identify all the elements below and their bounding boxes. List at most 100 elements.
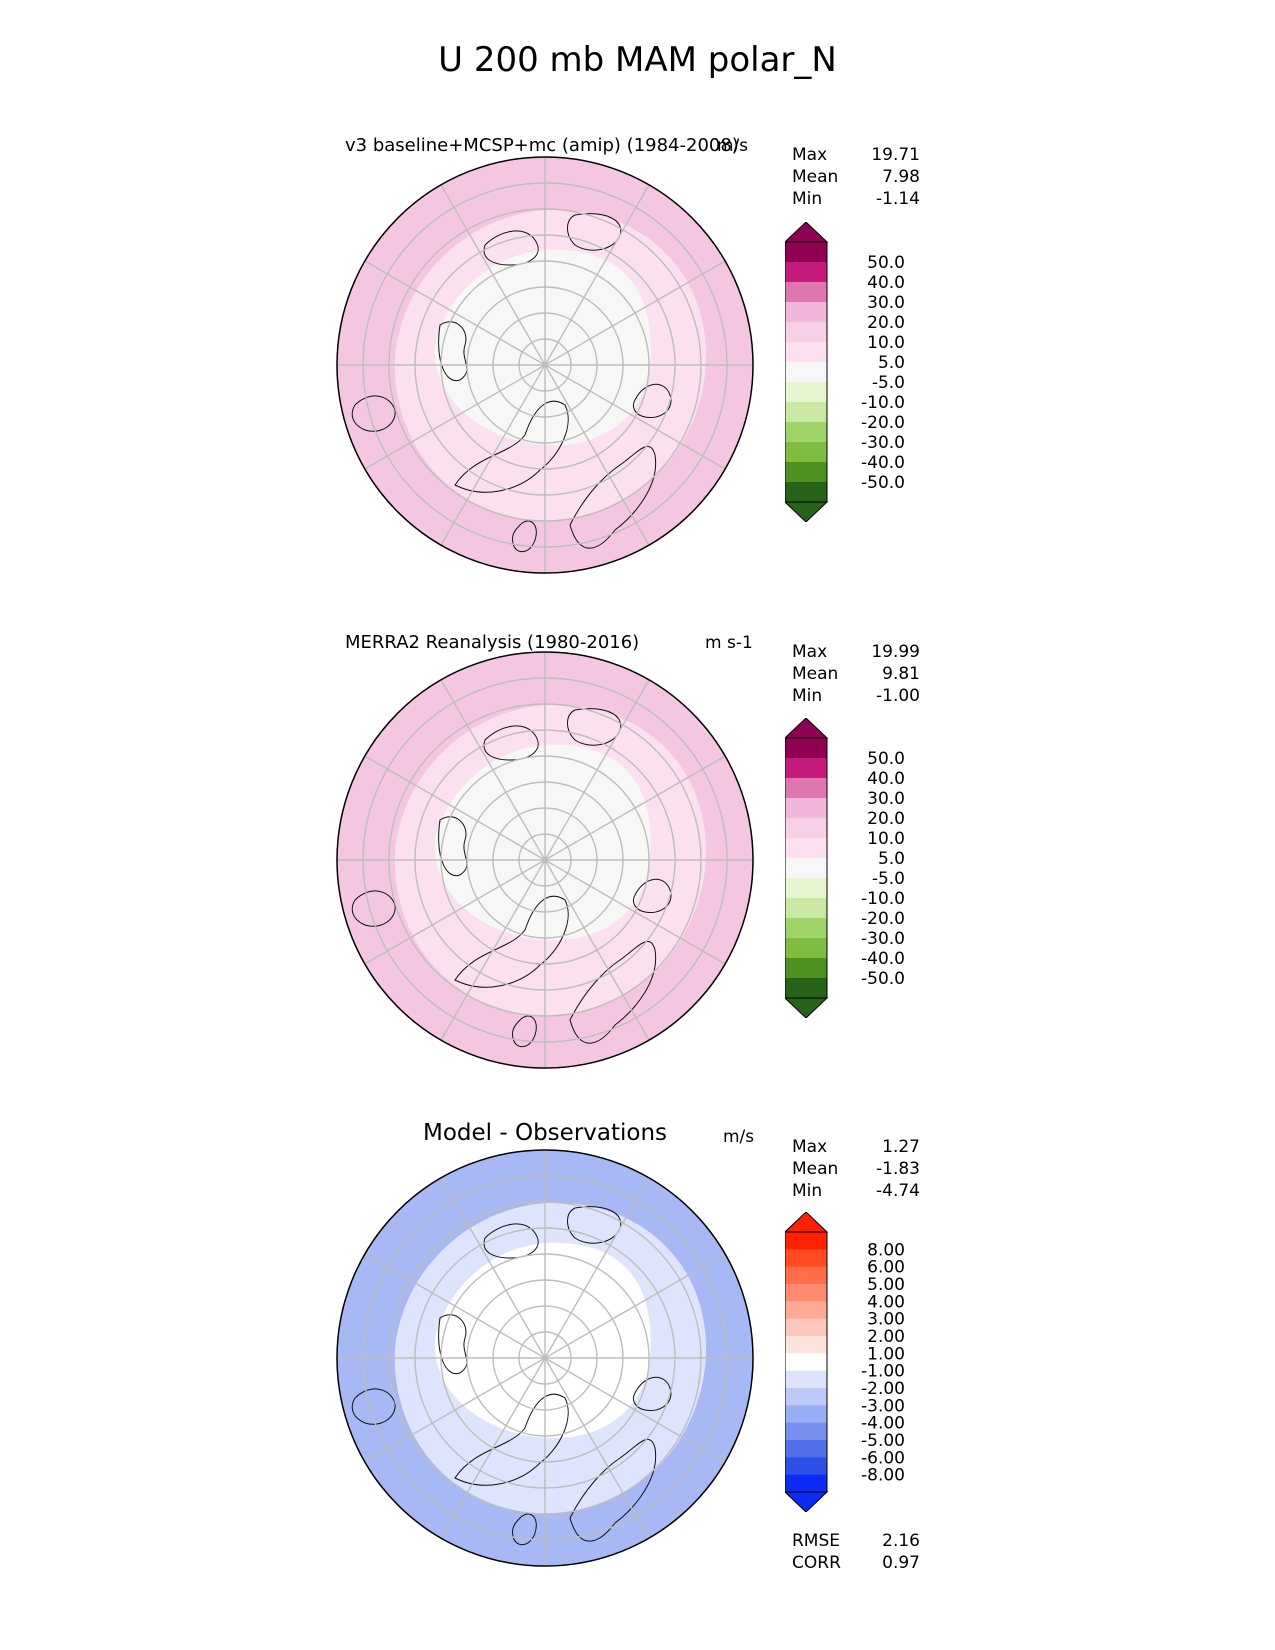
colorbar-segment [785, 442, 827, 463]
colorbar-segment [785, 1474, 827, 1493]
colorbar-segment [785, 978, 827, 999]
panel-1-stats: Max 19.71 Mean 7.98 Min -1.14 [792, 144, 920, 210]
colorbar-tick-label: -30.0 [861, 929, 905, 949]
colorbar-tick-label: -50.0 [861, 473, 905, 493]
colorbar-segment [785, 778, 827, 799]
colorbar-top-extension [785, 718, 829, 739]
colorbar-tick-label: -5.0 [872, 869, 905, 889]
meridian-5 [440, 184, 650, 546]
coastline-3 [483, 725, 539, 761]
stat-min: Min -1.00 [792, 686, 920, 706]
coastline-7 [512, 1513, 537, 1546]
colorbar-segment [785, 1318, 827, 1337]
colorbar-segment [785, 1457, 827, 1476]
colorbar-segment [785, 1353, 827, 1372]
stat-min: Min -4.74 [792, 1181, 920, 1201]
coastline-5 [632, 383, 672, 419]
colorbar-tick-label: -3.00 [861, 1396, 905, 1416]
colorbar-tick-label: -2.00 [861, 1379, 905, 1399]
colorbar-tick-label: 20.0 [867, 313, 905, 333]
colorbar-tick-label: 10.0 [867, 829, 905, 849]
stat-mean: Mean 7.98 [792, 167, 920, 187]
colorbar-segment [785, 918, 827, 939]
colorbar-segment [785, 1284, 827, 1302]
colorbar-segment [785, 382, 827, 403]
stat-rmse: RMSE 2.16 [792, 1531, 920, 1551]
colorbar-tick-label: -40.0 [861, 453, 905, 473]
colorbar-segment [785, 758, 827, 779]
coastline-6 [351, 890, 396, 927]
panel-2-title: MERRA2 Reanalysis (1980-2016) [345, 632, 640, 653]
meridian-5 [440, 1177, 650, 1539]
colorbar-tick-label: -10.0 [861, 393, 905, 413]
colorbar-segment [785, 422, 827, 443]
colorbar-bottom-extension [785, 501, 829, 522]
colorbar-tick-label: -5.0 [872, 373, 905, 393]
coastline-1 [569, 941, 657, 1044]
coastline-5 [632, 878, 672, 914]
map-boundary [336, 651, 754, 1069]
colorbar-tick-label: 30.0 [867, 789, 905, 809]
panel-1-units: m/s [717, 136, 749, 156]
stat-max: Max 19.99 [792, 642, 920, 662]
panel-3-title: Model - Observations [423, 1120, 668, 1146]
colorbar-segment [785, 1336, 827, 1354]
colorbar-segment [785, 738, 827, 759]
stat-min: Min -1.14 [792, 189, 920, 209]
colorbar-tick-label: 3.00 [867, 1310, 905, 1330]
coastline-4 [567, 708, 622, 746]
panel-1-colorbar: 50.040.030.020.010.05.0-5.0-10.0-20.0-30… [785, 222, 905, 522]
colorbar-segment [785, 818, 827, 839]
colorbar-segment [785, 1232, 827, 1250]
figure-title: U 200 mb MAM polar_N [438, 40, 837, 80]
colorbar-top-extension [785, 222, 829, 243]
panel-1-polar-map [336, 156, 754, 574]
coastline-5 [632, 1376, 672, 1412]
panel-2-colorbar: 50.040.030.020.010.05.0-5.0-10.0-20.0-30… [785, 718, 905, 1018]
colorbar-segment [785, 1266, 827, 1285]
colorbar-tick-label: -50.0 [861, 969, 905, 989]
colorbar-tick-label: -30.0 [861, 433, 905, 453]
colorbar-tick-label: 1.00 [867, 1344, 905, 1364]
colorbar-segment [785, 282, 827, 303]
colorbar-tick-label: -40.0 [861, 949, 905, 969]
stat-mean: Mean 9.81 [792, 664, 920, 684]
colorbar-segment [785, 1422, 827, 1441]
colorbar-segment [785, 482, 827, 503]
colorbar-tick-label: 50.0 [867, 749, 905, 769]
meridian-5 [440, 679, 650, 1041]
colorbar-tick-label: 40.0 [867, 273, 905, 293]
colorbar-tick-label: 10.0 [867, 333, 905, 353]
panel-3-polar-map [336, 1149, 754, 1567]
colorbar-tick-label: -10.0 [861, 889, 905, 909]
panel-2-stats: Max 19.99 Mean 9.81 Min -1.00 [792, 641, 920, 707]
colorbar-segment [785, 1388, 827, 1406]
colorbar-frame [785, 1231, 828, 1493]
coastline-6 [351, 1388, 396, 1425]
coastline-0 [454, 895, 569, 988]
colorbar-frame [785, 737, 828, 999]
coastline-0 [454, 1393, 569, 1486]
colorbar-segment [785, 1440, 827, 1458]
colorbar-tick-label: 5.00 [867, 1275, 905, 1295]
colorbar-segment [785, 302, 827, 323]
colorbar-tick-label: 5.0 [878, 849, 905, 869]
colorbar-tick-label: -6.00 [861, 1448, 905, 1468]
colorbar-frame [785, 241, 828, 503]
stat-max: Max 19.71 [792, 145, 920, 165]
stat-max: Max 1.27 [792, 1137, 920, 1157]
colorbar-segment [785, 898, 827, 919]
coastline-1 [569, 1439, 657, 1542]
inner-field-region [434, 249, 651, 446]
colorbar-segment [785, 1301, 827, 1320]
colorbar-tick-label: -8.00 [861, 1466, 905, 1486]
colorbar-tick-label: 8.00 [867, 1240, 905, 1260]
colorbar-segment [785, 322, 827, 343]
coastline-0 [454, 400, 569, 493]
inner-field-region [434, 744, 651, 941]
colorbar-tick-label: -1.00 [861, 1362, 905, 1382]
colorbar-segment [785, 262, 827, 283]
colorbar-tick-label: -20.0 [861, 413, 905, 433]
colorbar-tick-label: 5.0 [878, 353, 905, 373]
map-boundary [336, 156, 754, 574]
